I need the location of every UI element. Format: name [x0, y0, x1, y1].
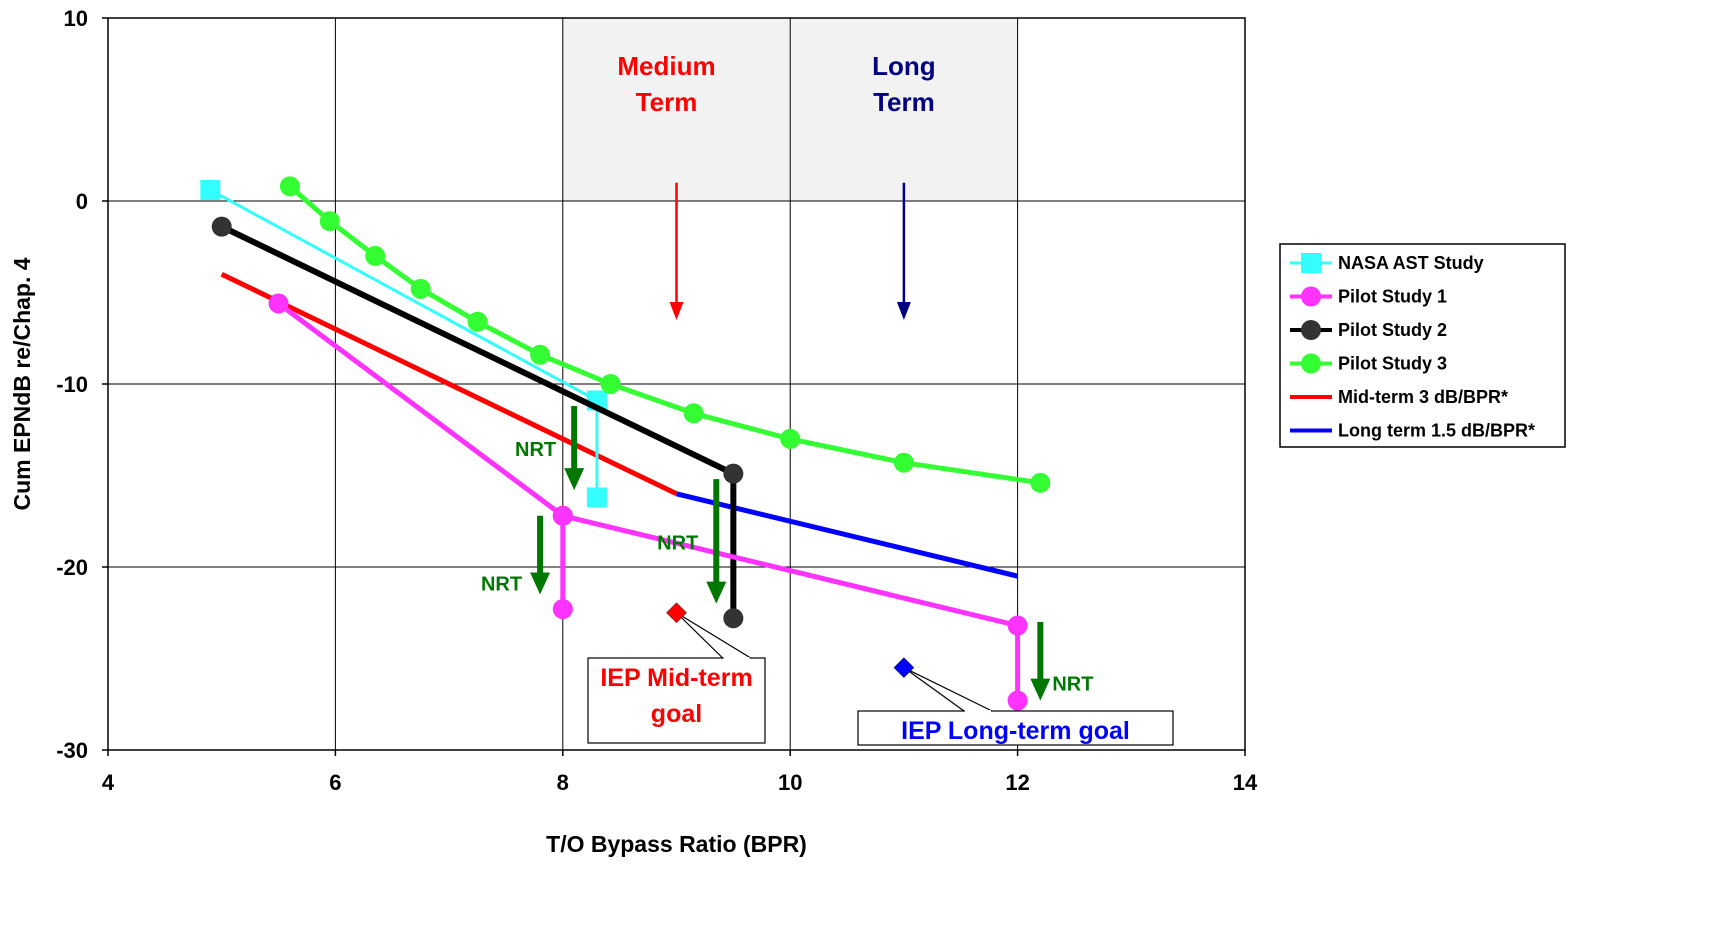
legend-marker — [1301, 353, 1321, 374]
x-tick-label: 12 — [1005, 770, 1029, 795]
legend-label: Pilot Study 2 — [1338, 320, 1447, 340]
x-tick-label: 10 — [778, 770, 802, 795]
legend-label: NASA AST Study — [1338, 253, 1484, 273]
series-layer — [200, 176, 1051, 711]
nrt-label: NRT — [515, 439, 556, 461]
nrt-arrow — [530, 515, 551, 595]
x-axis-title: T/O Bypass Ratio (BPR) — [546, 831, 807, 857]
term-arrow-head — [896, 301, 911, 320]
shaded-region — [562, 18, 791, 201]
y-tick-label: 0 — [76, 189, 88, 214]
legend-item: Long term 1.5 dB/BPR* — [1290, 421, 1535, 441]
y-tick-label: -10 — [56, 372, 88, 397]
data-point — [1030, 472, 1051, 493]
term-label: Term — [873, 87, 935, 117]
data-point — [552, 599, 573, 620]
x-tick-label: 4 — [102, 770, 115, 795]
data-point — [211, 216, 232, 237]
y-tick-label: 10 — [64, 6, 88, 31]
series-long-term-1-5-db-bpr- — [675, 491, 1019, 579]
x-tick-label: 8 — [557, 770, 569, 795]
goal-diamond — [666, 602, 687, 624]
data-point — [723, 608, 744, 629]
y-axis-title: Cum EPNdB re/Chap. 4 — [9, 257, 35, 510]
series-line — [220, 223, 737, 619]
data-point — [530, 344, 551, 365]
shaded-regions — [562, 18, 1018, 201]
nrt-arrow-head — [564, 468, 585, 491]
goal-label: IEP Long-term goal — [901, 717, 1130, 745]
term-label: Medium — [617, 51, 715, 81]
legend-label: Pilot Study 1 — [1338, 287, 1447, 307]
data-point — [780, 428, 801, 449]
nrt-arrow-head — [1030, 678, 1051, 701]
data-point — [683, 403, 704, 424]
nrt-label: NRT — [1052, 674, 1093, 696]
series-mid-term-3-db-bpr- — [220, 271, 678, 497]
callout-box — [857, 710, 1174, 746]
nrt-arrow — [1030, 621, 1051, 701]
legend-frame — [1279, 243, 1566, 448]
series-pilot-study-2 — [211, 216, 744, 629]
nrt-label: NRT — [657, 532, 698, 554]
shaded-region — [790, 18, 1018, 201]
data-point — [410, 278, 431, 299]
series-line — [675, 491, 1019, 579]
y-tick-label: -30 — [56, 738, 88, 763]
goal-label: goal — [651, 700, 702, 728]
legend-label: Long term 1.5 dB/BPR* — [1338, 421, 1535, 441]
legend-item: Pilot Study 2 — [1290, 320, 1447, 340]
x-tick-label: 6 — [329, 770, 341, 795]
callout-box — [587, 657, 766, 744]
legend-label: Mid-term 3 dB/BPR* — [1338, 387, 1508, 407]
term-label: Term — [636, 87, 698, 117]
data-point — [1007, 615, 1028, 636]
term-arrow — [896, 182, 911, 320]
data-point — [467, 311, 488, 332]
callout-pointer — [903, 667, 993, 712]
term-label: Long — [872, 51, 936, 81]
series-pilot-study-3 — [279, 176, 1051, 493]
goal-callout: IEP Mid-term goal — [587, 602, 766, 744]
goal-diamond — [893, 657, 915, 679]
series-pilot-study-1 — [268, 293, 1028, 711]
data-point — [279, 176, 300, 197]
term-arrow-head — [669, 301, 684, 320]
y-tick-label: -20 — [56, 555, 88, 580]
data-point — [319, 211, 340, 232]
data-point — [586, 487, 607, 508]
data-point — [723, 463, 744, 484]
nrt-arrow-head — [706, 581, 727, 604]
legend-label: Pilot Study 3 — [1338, 354, 1447, 374]
legend-marker — [1301, 253, 1321, 273]
data-point — [268, 293, 289, 314]
data-point — [893, 452, 914, 473]
legend-item: NASA AST Study — [1290, 253, 1484, 273]
data-point — [600, 374, 621, 394]
legend-item: Pilot Study 1 — [1290, 286, 1447, 307]
nrt-arrows: NRT NRT NRT NRT — [481, 405, 1093, 701]
nrt-arrow — [564, 405, 585, 491]
goal-callout: IEP Long-term goal — [857, 657, 1174, 746]
x-tick-label: 14 — [1233, 770, 1258, 795]
goal-label: IEP Mid-term — [600, 664, 752, 692]
term-labels: Medium Term Long Term — [617, 51, 936, 320]
data-point — [1007, 690, 1028, 711]
legend: NASA AST Study Pilot Study 1 Pilot Study 2… — [1279, 243, 1566, 448]
legend-item: Mid-term 3 dB/BPR* — [1290, 387, 1508, 407]
goal-markers: IEP Mid-term goal IEP Long-term goal — [587, 602, 1174, 746]
nrt-arrow-head — [530, 572, 551, 595]
legend-item: Pilot Study 3 — [1290, 353, 1447, 374]
data-point — [200, 180, 221, 201]
nrt-arrow — [706, 479, 727, 604]
axis-ticks: 4 6 8 10 12 14 10 0 -10 -20 -30 — [56, 6, 1258, 795]
series-line — [220, 271, 678, 497]
data-point — [365, 245, 386, 266]
data-point — [552, 505, 573, 526]
nrt-label: NRT — [481, 573, 522, 595]
term-arrow — [669, 182, 684, 320]
legend-marker — [1301, 286, 1321, 307]
legend-marker — [1301, 320, 1321, 340]
